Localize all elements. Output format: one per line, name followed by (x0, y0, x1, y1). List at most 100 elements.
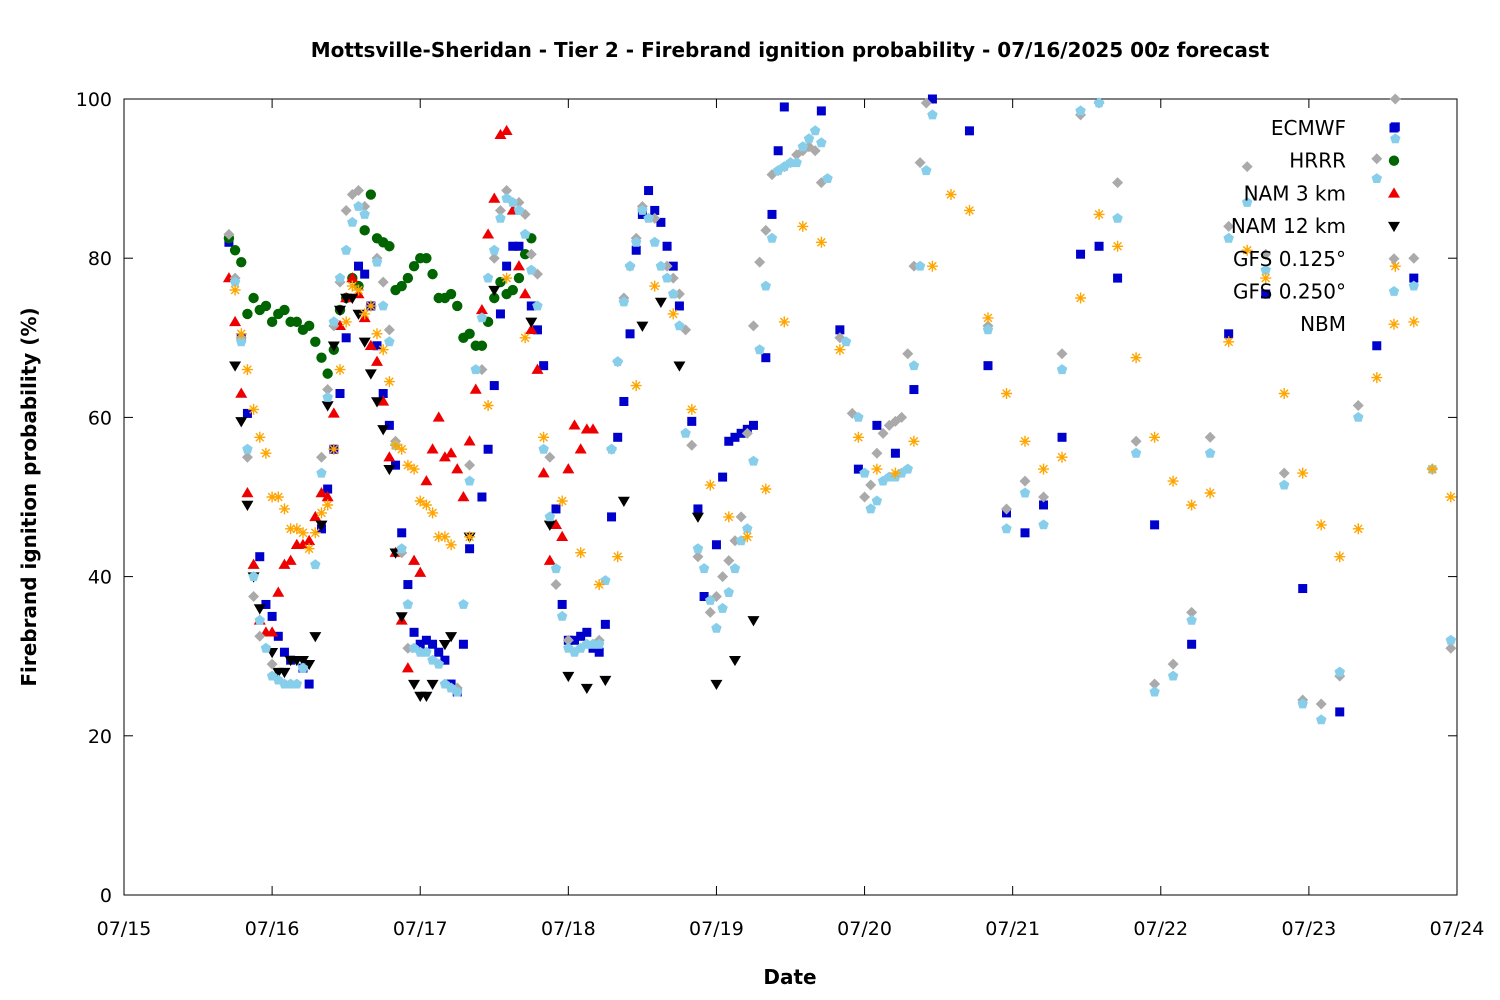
data-point (773, 146, 783, 156)
data-point (440, 655, 450, 665)
data-point (421, 635, 431, 645)
data-point (266, 491, 278, 503)
data-point (556, 530, 569, 541)
data-point (236, 256, 247, 268)
data-point (551, 504, 561, 514)
data-point (279, 647, 289, 657)
data-point (1426, 463, 1438, 475)
data-point (309, 510, 322, 522)
x-tick-label: 07/19 (689, 918, 744, 940)
data-point (452, 686, 463, 697)
data-point (457, 491, 470, 502)
data-point (310, 559, 321, 570)
data-point (680, 427, 691, 438)
data-point (359, 225, 370, 236)
data-point (464, 459, 476, 471)
data-point (717, 602, 728, 613)
data-point (501, 272, 513, 284)
data-point (1001, 388, 1012, 399)
data-point (668, 261, 678, 271)
data-point (272, 586, 285, 597)
data-point (371, 328, 383, 340)
data-point (322, 392, 333, 402)
data-point (340, 244, 352, 255)
data-point (1372, 341, 1382, 351)
data-point (724, 436, 734, 446)
legend-item-hrrr: HRRR (1289, 149, 1400, 173)
data-point (920, 97, 932, 109)
series-nam-12-km (229, 285, 760, 702)
data-point (433, 658, 444, 669)
data-point (279, 304, 290, 316)
data-point (637, 204, 648, 215)
legend-marker (1388, 286, 1400, 296)
data-point (871, 463, 883, 475)
data-point (378, 300, 389, 311)
data-point (748, 455, 759, 466)
data-point (1167, 670, 1179, 681)
x-axis-title: Date (763, 965, 816, 989)
data-point (513, 272, 525, 284)
data-point (728, 655, 741, 667)
data-point (760, 280, 771, 291)
data-point (1408, 252, 1420, 264)
legend-label: NBM (1300, 312, 1346, 336)
data-point (625, 329, 635, 339)
data-point (483, 444, 493, 454)
data-point (303, 534, 316, 545)
data-point (383, 464, 396, 476)
data-point (1389, 93, 1401, 105)
data-point (1445, 642, 1457, 654)
x-tick-label: 07/23 (1282, 918, 1337, 940)
data-point (328, 443, 340, 455)
data-point (476, 340, 488, 351)
data-point (761, 353, 771, 363)
data-point (310, 336, 321, 347)
data-point (767, 209, 777, 219)
data-point (241, 487, 254, 498)
data-point (587, 423, 600, 434)
data-point (420, 475, 433, 486)
x-tick-label: 07/16 (245, 918, 300, 940)
data-point (760, 483, 772, 495)
data-point (396, 443, 408, 455)
data-point (1019, 435, 1031, 447)
data-point (525, 323, 538, 335)
data-point (1297, 467, 1309, 479)
data-point (261, 599, 271, 609)
data-point (673, 361, 686, 372)
data-point (315, 487, 328, 498)
data-point (458, 639, 468, 649)
data-point (482, 272, 494, 283)
data-point (549, 518, 562, 530)
legend-item-gfs-0-125: GFS 0.125° (1233, 247, 1400, 271)
data-point (982, 324, 994, 335)
data-point (644, 186, 654, 196)
data-point (414, 495, 426, 507)
data-point (1335, 707, 1345, 717)
data-point (260, 447, 272, 459)
data-point (488, 192, 501, 203)
data-point (686, 439, 698, 451)
data-point (705, 595, 716, 605)
data-point (229, 245, 241, 256)
data-point (754, 256, 766, 268)
series-nam-3-km (222, 124, 600, 673)
data-point (260, 642, 272, 653)
data-point (544, 511, 556, 522)
data-point (359, 308, 371, 320)
data-point (779, 102, 789, 112)
data-point (741, 531, 753, 543)
data-point (1278, 467, 1290, 479)
data-point (1445, 634, 1457, 645)
data-point (494, 204, 506, 216)
data-point (1020, 528, 1030, 538)
data-point (229, 315, 242, 327)
data-point (699, 592, 709, 601)
data-point (371, 355, 384, 366)
data-point (580, 683, 593, 695)
data-point (1094, 241, 1104, 251)
data-point (403, 580, 413, 590)
data-point (890, 448, 900, 458)
